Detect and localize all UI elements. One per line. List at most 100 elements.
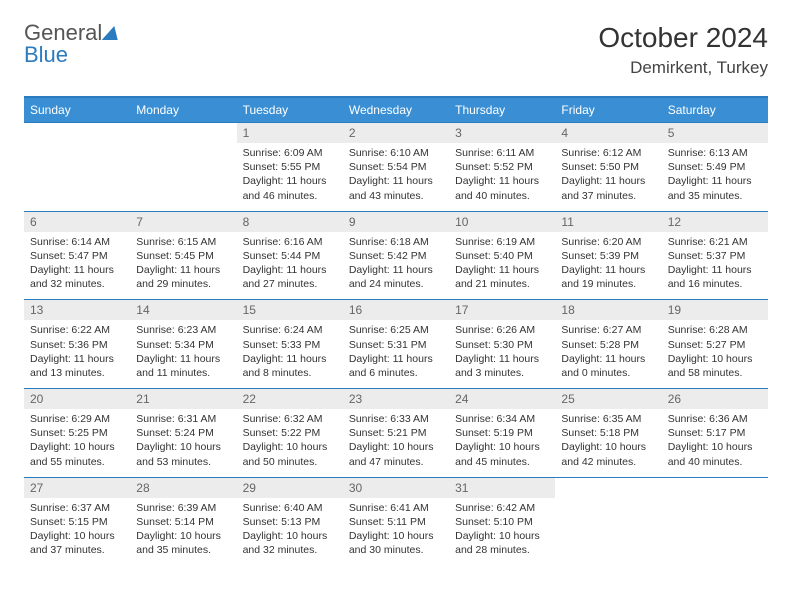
daylight2-line: and 21 minutes. <box>455 277 549 291</box>
day-number: 8 <box>237 212 343 232</box>
daylight2-line: and 58 minutes. <box>668 366 762 380</box>
daylight2-line: and 32 minutes. <box>30 277 124 291</box>
sunset-line: Sunset: 5:33 PM <box>243 338 337 352</box>
sunset-line: Sunset: 5:27 PM <box>668 338 762 352</box>
daylight2-line: and 28 minutes. <box>455 543 549 557</box>
day-number: 4 <box>555 123 661 143</box>
daylight2-line: and 11 minutes. <box>136 366 230 380</box>
day-number: 24 <box>449 389 555 409</box>
day-number: 22 <box>237 389 343 409</box>
sunrise-line: Sunrise: 6:16 AM <box>243 235 337 249</box>
sunrise-line: Sunrise: 6:19 AM <box>455 235 549 249</box>
daylight1-line: Daylight: 10 hours <box>30 440 124 454</box>
calendar-cell: 18Sunrise: 6:27 AMSunset: 5:28 PMDayligh… <box>555 300 661 389</box>
calendar-cell: 11Sunrise: 6:20 AMSunset: 5:39 PMDayligh… <box>555 211 661 300</box>
sunrise-line: Sunrise: 6:15 AM <box>136 235 230 249</box>
sunrise-line: Sunrise: 6:28 AM <box>668 323 762 337</box>
sunset-line: Sunset: 5:55 PM <box>243 160 337 174</box>
daylight1-line: Daylight: 11 hours <box>455 174 549 188</box>
daylight2-line: and 13 minutes. <box>30 366 124 380</box>
calendar-table: SundayMondayTuesdayWednesdayThursdayFrid… <box>24 96 768 565</box>
calendar-cell: 28Sunrise: 6:39 AMSunset: 5:14 PMDayligh… <box>130 477 236 565</box>
month-title: October 2024 <box>598 22 768 54</box>
daylight1-line: Daylight: 10 hours <box>668 440 762 454</box>
daylight2-line: and 50 minutes. <box>243 455 337 469</box>
daylight1-line: Daylight: 10 hours <box>455 440 549 454</box>
calendar-cell: 31Sunrise: 6:42 AMSunset: 5:10 PMDayligh… <box>449 477 555 565</box>
weekday-header: Wednesday <box>343 97 449 123</box>
logo-word2: Blue <box>24 42 68 67</box>
sunrise-line: Sunrise: 6:25 AM <box>349 323 443 337</box>
daylight1-line: Daylight: 10 hours <box>455 529 549 543</box>
day-number: 23 <box>343 389 449 409</box>
sunset-line: Sunset: 5:34 PM <box>136 338 230 352</box>
daylight2-line: and 45 minutes. <box>455 455 549 469</box>
day-number: 5 <box>662 123 768 143</box>
calendar-head: SundayMondayTuesdayWednesdayThursdayFrid… <box>24 97 768 123</box>
calendar-week: 13Sunrise: 6:22 AMSunset: 5:36 PMDayligh… <box>24 300 768 389</box>
sunset-line: Sunset: 5:39 PM <box>561 249 655 263</box>
sunrise-line: Sunrise: 6:21 AM <box>668 235 762 249</box>
calendar-cell <box>130 123 236 212</box>
day-number: 10 <box>449 212 555 232</box>
daylight2-line: and 37 minutes. <box>30 543 124 557</box>
calendar-cell <box>555 477 661 565</box>
day-number: 28 <box>130 478 236 498</box>
calendar-cell: 4Sunrise: 6:12 AMSunset: 5:50 PMDaylight… <box>555 123 661 212</box>
calendar-cell: 26Sunrise: 6:36 AMSunset: 5:17 PMDayligh… <box>662 389 768 478</box>
page-header: General Blue October 2024 Demirkent, Tur… <box>24 22 768 78</box>
sail-icon <box>102 26 123 40</box>
calendar-cell: 21Sunrise: 6:31 AMSunset: 5:24 PMDayligh… <box>130 389 236 478</box>
daylight2-line: and 6 minutes. <box>349 366 443 380</box>
calendar-cell: 19Sunrise: 6:28 AMSunset: 5:27 PMDayligh… <box>662 300 768 389</box>
title-block: October 2024 Demirkent, Turkey <box>598 22 768 78</box>
daylight1-line: Daylight: 11 hours <box>243 263 337 277</box>
sunset-line: Sunset: 5:31 PM <box>349 338 443 352</box>
day-number: 1 <box>237 123 343 143</box>
day-number: 26 <box>662 389 768 409</box>
calendar-cell <box>24 123 130 212</box>
daylight2-line: and 47 minutes. <box>349 455 443 469</box>
sunrise-line: Sunrise: 6:22 AM <box>30 323 124 337</box>
daylight2-line: and 8 minutes. <box>243 366 337 380</box>
sunset-line: Sunset: 5:24 PM <box>136 426 230 440</box>
daylight2-line: and 43 minutes. <box>349 189 443 203</box>
daylight2-line: and 16 minutes. <box>668 277 762 291</box>
daylight1-line: Daylight: 11 hours <box>668 174 762 188</box>
daylight2-line: and 42 minutes. <box>561 455 655 469</box>
logo: General Blue <box>24 22 120 66</box>
sunset-line: Sunset: 5:19 PM <box>455 426 549 440</box>
calendar-cell: 12Sunrise: 6:21 AMSunset: 5:37 PMDayligh… <box>662 211 768 300</box>
weekday-header: Saturday <box>662 97 768 123</box>
daylight1-line: Daylight: 10 hours <box>30 529 124 543</box>
calendar-cell: 8Sunrise: 6:16 AMSunset: 5:44 PMDaylight… <box>237 211 343 300</box>
daylight1-line: Daylight: 10 hours <box>349 440 443 454</box>
daylight2-line: and 27 minutes. <box>243 277 337 291</box>
sunrise-line: Sunrise: 6:09 AM <box>243 146 337 160</box>
sunrise-line: Sunrise: 6:11 AM <box>455 146 549 160</box>
day-number: 15 <box>237 300 343 320</box>
sunset-line: Sunset: 5:37 PM <box>668 249 762 263</box>
daylight1-line: Daylight: 11 hours <box>243 352 337 366</box>
sunset-line: Sunset: 5:10 PM <box>455 515 549 529</box>
sunset-line: Sunset: 5:52 PM <box>455 160 549 174</box>
daylight2-line: and 55 minutes. <box>30 455 124 469</box>
daylight1-line: Daylight: 11 hours <box>136 352 230 366</box>
sunrise-line: Sunrise: 6:18 AM <box>349 235 443 249</box>
calendar-cell: 30Sunrise: 6:41 AMSunset: 5:11 PMDayligh… <box>343 477 449 565</box>
calendar-week: 6Sunrise: 6:14 AMSunset: 5:47 PMDaylight… <box>24 211 768 300</box>
weekday-header: Tuesday <box>237 97 343 123</box>
day-number: 3 <box>449 123 555 143</box>
sunset-line: Sunset: 5:30 PM <box>455 338 549 352</box>
calendar-cell: 9Sunrise: 6:18 AMSunset: 5:42 PMDaylight… <box>343 211 449 300</box>
daylight2-line: and 46 minutes. <box>243 189 337 203</box>
daylight2-line: and 32 minutes. <box>243 543 337 557</box>
weekday-header: Friday <box>555 97 661 123</box>
calendar-cell: 3 Sunrise: 6:11 AMSunset: 5:52 PMDaylight… <box>449 123 555 212</box>
daylight1-line: Daylight: 11 hours <box>136 263 230 277</box>
sunrise-line: Sunrise: 6:10 AM <box>349 146 443 160</box>
sunset-line: Sunset: 5:54 PM <box>349 160 443 174</box>
sunrise-line: Sunrise: 6:32 AM <box>243 412 337 426</box>
daylight2-line: and 19 minutes. <box>561 277 655 291</box>
day-number: 20 <box>24 389 130 409</box>
